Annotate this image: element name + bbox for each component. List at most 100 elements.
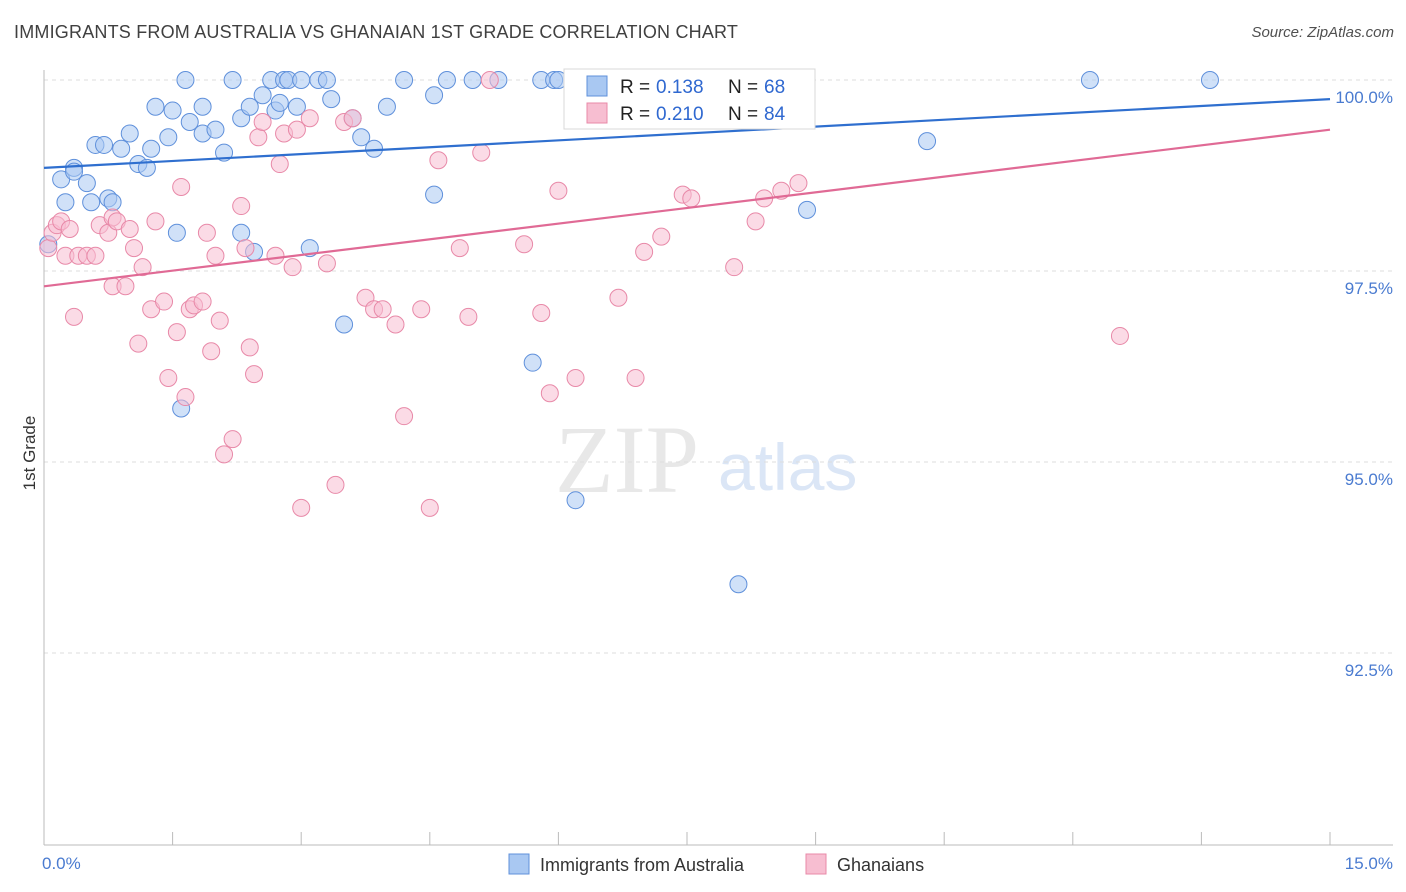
legend-label-australia: Immigrants from Australia [540, 855, 745, 875]
ghana-point [39, 239, 58, 258]
australia-point [287, 97, 306, 116]
ghana-point [395, 407, 414, 426]
australia-point [112, 139, 131, 158]
ghana-point [116, 277, 135, 296]
ghana-point [300, 109, 319, 128]
ghana-point [172, 177, 191, 196]
australia-point [425, 86, 444, 105]
series-ghana-points [39, 71, 1129, 517]
ghana-point [245, 365, 264, 384]
australia-point [395, 71, 414, 89]
ghana-point [682, 189, 701, 208]
australia-point [1080, 71, 1099, 89]
ghana-point [373, 300, 392, 319]
watermark: ZIP atlas [555, 406, 857, 513]
watermark-atlas: atlas [718, 430, 857, 504]
ghana-point [566, 368, 585, 387]
series-legend: Immigrants from Australia Ghanaians [508, 853, 924, 875]
australia-point [463, 71, 482, 89]
ghana-point [223, 430, 242, 449]
australia-point [292, 71, 311, 89]
y-tick-labels: 92.5% 95.0% 97.5% 100.0% [1335, 88, 1393, 680]
australia-point [322, 90, 341, 109]
chart-title: IMMIGRANTS FROM AUSTRALIA VS GHANAIAN 1S… [14, 22, 739, 42]
australia-point [180, 113, 199, 132]
legend-swatch-ghana [586, 102, 608, 124]
legend-swatch-bottom-australia [508, 853, 530, 875]
ghana-point [236, 239, 255, 258]
ghana-point [266, 246, 285, 265]
x-tick-label-min: 0.0% [42, 854, 81, 873]
ghana-point [789, 174, 808, 193]
ghana-point [540, 384, 559, 403]
ghana-point [386, 315, 405, 334]
australia-point [163, 101, 182, 120]
australia-point [120, 124, 139, 143]
australia-point [95, 135, 114, 154]
ghana-point [746, 212, 765, 231]
y-axis-label: 1st Grade [20, 416, 39, 491]
ghana-point [176, 388, 195, 407]
y-tick-label: 92.5% [1345, 661, 1393, 680]
ghana-point [317, 254, 336, 273]
ghana-point [215, 445, 234, 464]
ghana-point [249, 128, 268, 147]
y-tick-label: 95.0% [1345, 470, 1393, 489]
ghana-point [125, 239, 144, 258]
ghana-point [86, 246, 105, 265]
ghana-point [1110, 326, 1129, 345]
australia-point [223, 71, 242, 89]
australia-point [566, 491, 585, 510]
australia-point [437, 71, 456, 89]
x-axis-ticks [43, 832, 1331, 845]
ghana-point [635, 242, 654, 261]
ghana-point [283, 258, 302, 277]
legend-n-value-australia: 68 [764, 77, 785, 98]
australia-point [253, 86, 272, 105]
australia-point [523, 353, 542, 372]
australia-point [1200, 71, 1219, 89]
legend-label-ghana: Ghanaians [837, 855, 924, 875]
stats-legend: R = 0.138 N = 68 R = 0.210 N = 84 [563, 68, 816, 130]
ghana-point [420, 498, 439, 517]
ghana-point [197, 223, 216, 242]
legend-swatch-australia [586, 75, 608, 97]
ghana-point [472, 143, 491, 162]
australia-point [142, 139, 161, 158]
ghana-point [60, 219, 79, 238]
ghana-point [202, 342, 221, 361]
ghana-point [253, 113, 272, 132]
australia-point [232, 223, 251, 242]
australia-point [240, 97, 259, 116]
legend-r-label-ghana: R = [620, 104, 650, 125]
ghana-point [515, 235, 534, 254]
ghana-point [480, 71, 499, 89]
ghana-point [193, 292, 212, 311]
ghana-point [120, 219, 139, 238]
ghana-point [206, 246, 225, 265]
ghana-point [270, 155, 289, 174]
australia-point [377, 97, 396, 116]
legend-r-value-australia: 0.138 [656, 77, 704, 98]
ghana-point [626, 368, 645, 387]
ghana-point [326, 475, 345, 494]
ghana-point [210, 311, 229, 330]
ghana-point [133, 258, 152, 277]
ghana-point [129, 334, 148, 353]
ghana-point [167, 323, 186, 342]
australia-point [918, 132, 937, 151]
australia-point [167, 223, 186, 242]
ghana-point [459, 307, 478, 326]
australia-point [193, 97, 212, 116]
australia-point [270, 93, 289, 112]
australia-point [729, 575, 748, 594]
australia-point [146, 97, 165, 116]
legend-r-value-ghana: 0.210 [656, 104, 704, 125]
series-australia-points [39, 71, 1219, 594]
australia-point [798, 200, 817, 219]
trend-line-ghana [43, 128, 1331, 288]
legend-n-value-ghana: 84 [764, 104, 786, 125]
ghana-point [65, 307, 84, 326]
legend-n-label-australia: N = [728, 77, 758, 98]
australia-point [335, 315, 354, 334]
